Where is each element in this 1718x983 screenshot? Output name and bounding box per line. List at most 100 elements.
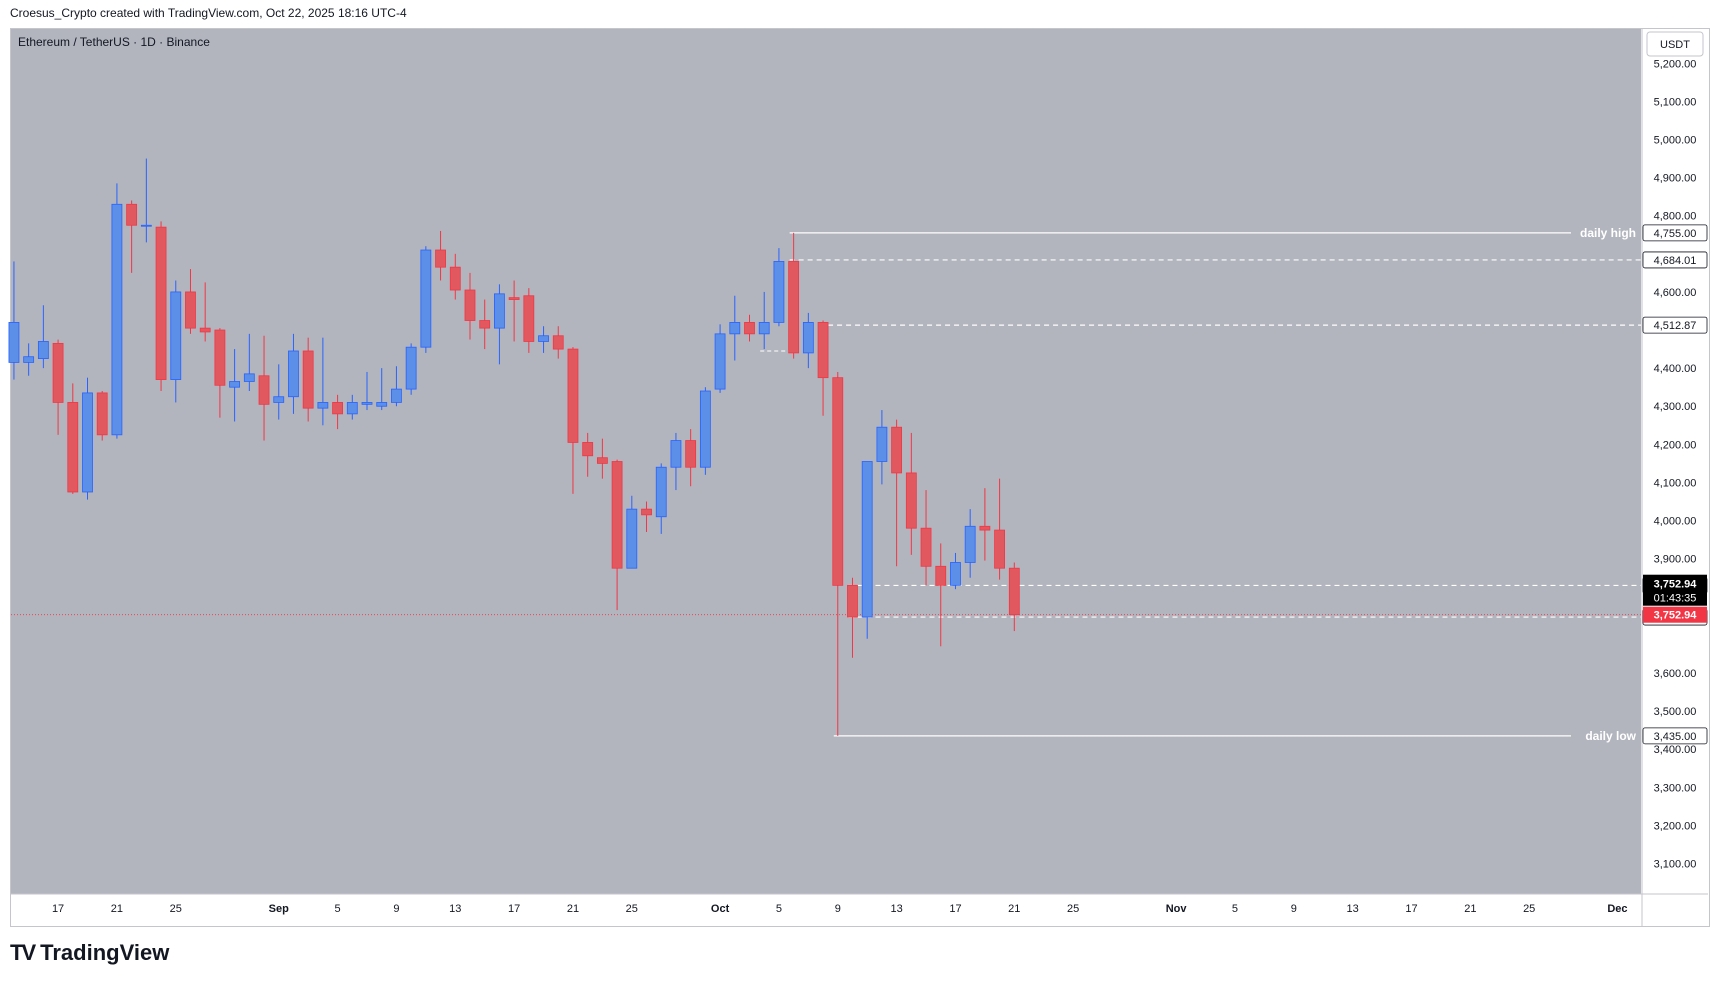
candle-body-down — [126, 203, 138, 226]
candle-body-down — [817, 322, 829, 379]
x-tick-label: Oct — [711, 903, 730, 915]
y-tick-label: 3,200.00 — [1654, 820, 1697, 832]
candle-body-up — [861, 461, 873, 618]
candle-body-up — [655, 466, 667, 518]
candle-body-up — [773, 261, 785, 323]
currency-button[interactable] — [1646, 31, 1704, 57]
candle-body-up — [8, 322, 20, 363]
candle-body-down — [258, 375, 270, 405]
candle-body-up — [229, 381, 241, 388]
level-price-badge — [1642, 224, 1708, 242]
x-tick-label: 5 — [1232, 903, 1238, 915]
level-text-daily-high: daily high — [1580, 226, 1636, 240]
candle-body-up — [964, 525, 976, 563]
x-tick-label: Sep — [269, 903, 289, 915]
y-tick-label: 3,600.00 — [1654, 668, 1697, 680]
candle-body-up — [361, 402, 373, 405]
currency-button-label: USDT — [1660, 39, 1690, 51]
candle-body-down — [464, 289, 476, 321]
x-tick-label: 21 — [111, 903, 123, 915]
candle-body-up — [140, 224, 152, 227]
candle-body-up — [23, 356, 35, 363]
candle-body-down — [96, 392, 108, 436]
candle-body-up — [170, 291, 182, 380]
candle-body-up — [288, 350, 299, 398]
y-tick-label: 5,200.00 — [1654, 58, 1697, 70]
x-tick-label: 17 — [949, 903, 961, 915]
candle-body-up — [405, 346, 417, 390]
y-tick-label: 5,100.00 — [1654, 96, 1697, 108]
candle-body-up — [802, 322, 814, 354]
candle-body-down — [332, 402, 343, 415]
y-tick-label: 5,000.00 — [1654, 135, 1697, 147]
x-tick-label: 21 — [1008, 903, 1020, 915]
y-tick-label: 3,900.00 — [1654, 554, 1697, 566]
candle-body-down — [67, 402, 79, 493]
y-tick-label: 3,100.00 — [1654, 859, 1697, 871]
x-tick-label: 13 — [890, 903, 902, 915]
x-tick-label: 17 — [508, 903, 520, 915]
level-text-daily-low: daily low — [1585, 729, 1636, 743]
x-tick-label: 9 — [835, 903, 841, 915]
candle-body-down — [979, 525, 991, 531]
x-tick-label: 5 — [335, 903, 341, 915]
level-price-label: 4,512.87 — [1654, 320, 1697, 332]
y-tick-label: 4,600.00 — [1654, 287, 1697, 299]
candle-body-down — [582, 442, 594, 457]
candle-body-down — [935, 565, 947, 586]
candle-body-down — [596, 457, 608, 464]
candle-body-up — [876, 426, 888, 462]
level-price-badge — [1642, 316, 1708, 334]
level-price-label: 3,435.00 — [1654, 731, 1697, 743]
countdown-badge — [1643, 574, 1707, 606]
candle-body-up — [729, 322, 741, 335]
candle-body-up — [699, 390, 711, 468]
candle-body-down — [435, 249, 446, 268]
x-tick-label: 25 — [1067, 903, 1079, 915]
candle-body-down — [302, 350, 314, 409]
chart-attribution: Croesus_Crypto created with TradingView.… — [10, 6, 407, 20]
y-tick-label: 3,400.00 — [1654, 744, 1697, 756]
y-tick-label: 4,800.00 — [1654, 211, 1697, 223]
x-tick-label: 17 — [52, 903, 64, 915]
candle-body-up — [273, 396, 285, 403]
candle-body-down — [832, 377, 844, 586]
candle-body-down — [1008, 567, 1020, 616]
x-tick-label: 9 — [393, 903, 399, 915]
candle-body-down — [552, 335, 564, 350]
y-tick-label: 3,300.00 — [1654, 782, 1697, 794]
x-tick-label: 21 — [1464, 903, 1476, 915]
tradingview-logo[interactable]: TV TradingView — [10, 940, 169, 966]
chart-frame — [10, 28, 1710, 927]
candle-body-up — [376, 402, 388, 407]
candle-body-down — [199, 327, 211, 333]
candle-body-up — [82, 392, 93, 493]
y-tick-label: 3,500.00 — [1654, 706, 1697, 718]
tradingview-logo-icon: TV — [10, 940, 36, 965]
level-price-badge — [1642, 727, 1708, 745]
candle-body-down — [847, 584, 858, 618]
y-tick-label: 4,200.00 — [1654, 439, 1697, 451]
x-tick-label: 13 — [1347, 903, 1359, 915]
x-tick-label: 21 — [567, 903, 579, 915]
candle-body-up — [243, 373, 255, 382]
level-price-badge — [1642, 251, 1708, 269]
candle-body-down — [508, 297, 520, 300]
candle-body-down — [155, 226, 167, 380]
current-price-badge — [1643, 606, 1707, 623]
x-tick-label: 5 — [776, 903, 782, 915]
candle-body-down — [641, 508, 652, 516]
candle-body-down — [920, 527, 932, 567]
candle-body-down — [685, 440, 697, 468]
countdown-price-label: 3,752.94 — [1654, 579, 1698, 591]
candle-body-down — [214, 329, 226, 386]
plot-area — [11, 29, 1641, 894]
candle-body-down — [567, 348, 579, 443]
candle-body-up — [37, 341, 49, 360]
y-tick-label: 4,400.00 — [1654, 363, 1697, 375]
candle-body-up — [420, 249, 432, 348]
y-tick-label: 4,300.00 — [1654, 401, 1697, 413]
x-tick-label: Nov — [1166, 903, 1188, 915]
candle-body-down — [744, 322, 755, 335]
